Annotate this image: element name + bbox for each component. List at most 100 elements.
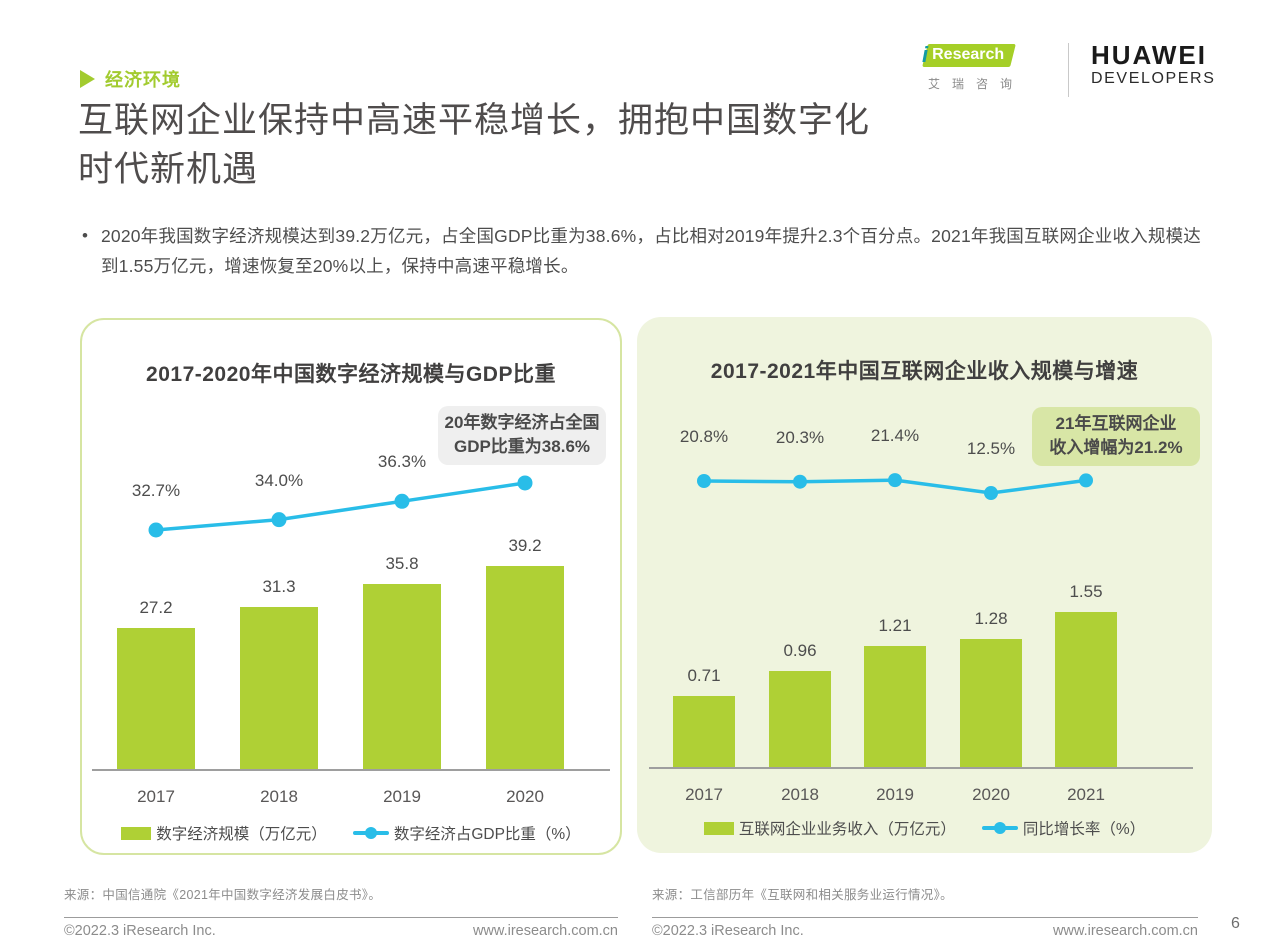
footer-row-right: ©2022.3 iResearch Inc. www.iresearch.com…	[652, 923, 1198, 939]
line-value-label: 21.4%	[870, 426, 920, 446]
chart-panel-digital-economy: 2017-2020年中国数字经济规模与GDP比重 27.2 2017 32.7% 31…	[80, 318, 622, 855]
x-axis-line	[649, 767, 1193, 769]
chart-panel-internet-revenue: 2017-2021年中国互联网企业收入规模与增速 0.71 2017 20.8% 0.…	[637, 317, 1212, 853]
bar-value-label: 39.2	[508, 535, 542, 555]
huawei-developers-text: DEVELOPERS	[1091, 70, 1216, 87]
data-point	[271, 512, 287, 528]
footer-right: 来源：工信部历年《互联网和相关服务业运行情况》。 ©2022.3 iResear…	[652, 884, 1198, 939]
source-note-right: 来源：工信部历年《互联网和相关服务业运行情况》。	[652, 888, 953, 902]
bar-swatch-icon	[121, 826, 152, 840]
x-axis-label: 2018	[781, 785, 819, 804]
line-swatch-icon	[352, 827, 389, 839]
summary-bullet: • 2020年我国数字经济规模达到39.2万亿元，占全国GDP比重为38.6%，…	[82, 221, 1206, 281]
bar-2020	[960, 639, 1022, 767]
legend-item-bar: 数字经济规模（万亿元）	[121, 822, 327, 844]
bar-swatch-icon	[703, 821, 734, 835]
bar-value-label: 1.28	[974, 609, 1008, 628]
x-axis-label: 2017	[137, 787, 175, 806]
data-point	[517, 475, 533, 491]
data-point	[697, 474, 711, 488]
bar-value-label: 1.55	[1069, 582, 1103, 601]
data-point	[984, 486, 998, 501]
section-arrow-icon	[80, 70, 95, 88]
huawei-logo-text: HUAWEI	[1091, 40, 1207, 70]
x-axis-line	[92, 769, 610, 771]
logo-divider	[1068, 43, 1069, 97]
bullet-text: 2020年我国数字经济规模达到39.2万亿元，占全国GDP比重为38.6%，占比…	[100, 226, 1201, 276]
iresearch-logo-mark: i Research	[922, 42, 1054, 68]
data-point	[394, 493, 410, 509]
line-value-label: 20.3%	[775, 427, 825, 447]
line-value-label: 20.8%	[679, 427, 729, 446]
x-axis-label: 2020	[506, 787, 544, 806]
x-axis-label: 2019	[383, 787, 421, 806]
data-point	[793, 474, 807, 489]
bar-value-label: 31.3	[262, 576, 296, 596]
callout-text-line: 20年数字经济占全国	[444, 413, 600, 432]
page-title-line1: 互联网企业保持中高速平稳增长，拥抱中国数字化	[78, 101, 871, 140]
legend-item-line: 数字经济占GDP比重（%）	[352, 822, 581, 844]
chart-callout-digital-economy: 20年数字经济占全国 GDP比重为38.6%	[438, 406, 606, 465]
line-value-label: 36.3%	[377, 452, 427, 472]
x-axis-label: 2018	[260, 787, 298, 806]
data-point	[888, 473, 902, 488]
bar-2017	[117, 628, 195, 769]
iresearch-logo-banner: Research	[922, 43, 1017, 67]
bar-2021	[1055, 612, 1117, 767]
iresearch-logo: i Research 艾瑞咨询	[922, 42, 1054, 92]
data-point	[148, 522, 164, 538]
section-tag: 经济环境	[80, 66, 181, 92]
legend-bar-label: 数字经济规模（万亿元）	[156, 826, 327, 843]
website-link-left: www.iresearch.com.cn	[472, 923, 618, 939]
chart-callout-internet-revenue: 21年互联网企业 收入增幅为21.2%	[1032, 407, 1200, 466]
x-axis-label: 2019	[876, 785, 914, 804]
footer-left: 来源：中国信通院《2021年中国数字经济发展白皮书》。 ©2022.3 iRes…	[64, 884, 618, 939]
data-point	[1079, 473, 1093, 488]
bar-value-label: 35.8	[385, 553, 419, 573]
chart-title-digital-economy: 2017-2020年中国数字经济规模与GDP比重	[146, 363, 556, 386]
huawei-developers-logo: HUAWEI DEVELOPERS	[1091, 42, 1215, 88]
source-note-left: 来源：中国信通院《2021年中国数字经济发展白皮书》。	[64, 888, 382, 902]
page-title-line2: 时代新机遇	[78, 150, 259, 189]
chart-title-internet-revenue: 2017-2021年中国互联网企业收入规模与增速	[710, 360, 1139, 383]
line-value-label: 32.7%	[131, 481, 181, 500]
bar-2018	[769, 671, 831, 767]
iresearch-logo-i: i	[922, 42, 929, 67]
page-title: 互联网企业保持中高速平稳增长，拥抱中国数字化 时代新机遇	[78, 96, 870, 194]
iresearch-logo-chinese: 艾瑞咨询	[928, 77, 1025, 91]
callout-text-line: 收入增幅为21.2%	[1049, 438, 1183, 457]
chart-legend-digital-economy: 数字经济规模（万亿元） 数字经济占GDP比重（%）	[82, 822, 620, 844]
legend-line-label: 同比增长率（%）	[1022, 821, 1146, 838]
line-swatch-icon	[981, 822, 1018, 834]
line-swatch-dot	[364, 827, 377, 839]
page-number: 6	[1231, 915, 1240, 932]
bar-2019	[363, 583, 441, 769]
footer-divider-right	[652, 917, 1198, 918]
bar-value-label: 0.71	[687, 666, 721, 685]
bar-value-label: 1.21	[878, 616, 912, 635]
section-label: 经济环境	[105, 70, 181, 90]
iresearch-logo-text: Research	[932, 45, 1005, 63]
x-axis-label: 2021	[1067, 785, 1105, 804]
bullet-marker: •	[82, 226, 88, 245]
footer-divider-left	[64, 917, 618, 918]
footer-row-left: ©2022.3 iResearch Inc. www.iresearch.com…	[64, 923, 618, 939]
callout-text-line: GDP比重为38.6%	[453, 437, 591, 456]
line-swatch-dot	[993, 822, 1006, 834]
bar-value-label: 27.2	[139, 598, 173, 618]
bar-2019	[864, 646, 926, 767]
legend-bar-label: 互联网企业业务收入（万亿元）	[738, 821, 956, 838]
website-link-right: www.iresearch.com.cn	[1052, 923, 1198, 939]
bar-value-label: 0.96	[783, 641, 817, 660]
bar-2018	[240, 606, 318, 769]
line-value-label: 12.5%	[966, 439, 1016, 459]
line-value-label: 34.0%	[254, 470, 304, 490]
bar-2020	[486, 565, 564, 769]
legend-item-line: 同比增长率（%）	[981, 817, 1146, 839]
copyright-left: ©2022.3 iResearch Inc.	[64, 923, 216, 939]
chart-legend-internet-revenue: 互联网企业业务收入（万亿元） 同比增长率（%）	[637, 817, 1212, 839]
x-axis-label: 2020	[972, 785, 1010, 804]
copyright-right: ©2022.3 iResearch Inc.	[652, 923, 804, 939]
legend-item-bar: 互联网企业业务收入（万亿元）	[703, 817, 956, 839]
